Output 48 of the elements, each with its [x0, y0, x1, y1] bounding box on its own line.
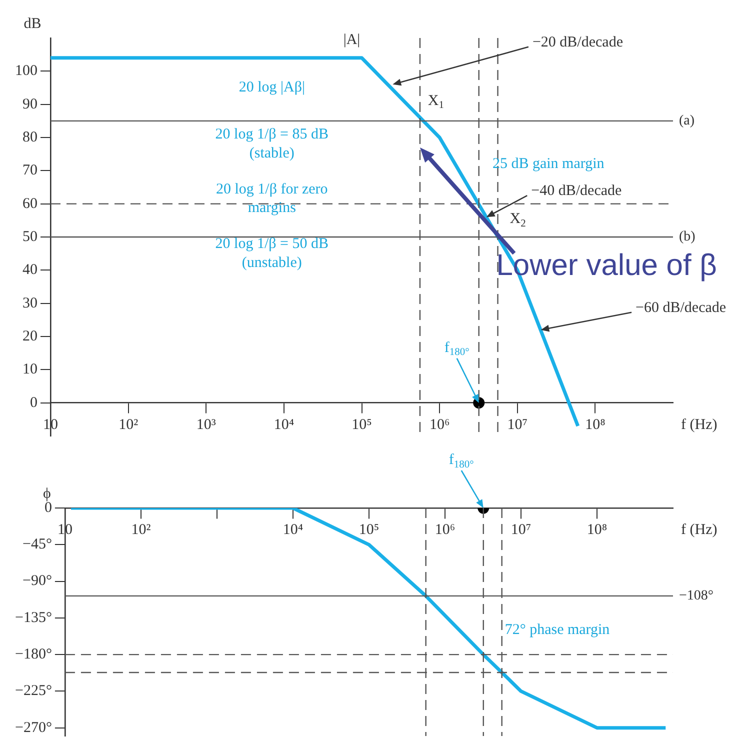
ref-line-label: (a): [679, 114, 695, 129]
y-tick-label: 40: [22, 262, 38, 278]
y-tick-label: 100: [15, 63, 38, 80]
ref-line-label: (b): [679, 230, 696, 245]
y-tick-label: −45°: [22, 536, 52, 553]
x-tick-label: 10⁶: [434, 522, 456, 538]
y-tick-label: 60: [22, 196, 38, 212]
y-tick-label: 30: [22, 295, 38, 312]
y-tick-label: −90°: [22, 573, 52, 590]
annotation: 20 log 1/β = 50 dB (unstable): [215, 236, 328, 271]
y-tick-label: 0: [30, 394, 38, 411]
x-tick-label: 10⁴: [282, 522, 304, 538]
y-tick-label: 70: [22, 162, 38, 179]
ref-line-label: −108°: [679, 588, 714, 604]
annotation: 20 log 1/β for zero margins: [216, 181, 328, 216]
y-tick-label: 20: [22, 328, 38, 344]
x-tick-label: 10⁷: [507, 416, 528, 433]
y-tick-label: −225°: [14, 683, 52, 700]
y-tick-label: 10: [22, 362, 38, 378]
x-tick-label: 10⁵: [352, 416, 372, 433]
x-tick-label: 10⁶: [429, 416, 450, 433]
y-axis-title: ϕ: [43, 486, 52, 502]
annotation: 25 dB gain margin: [492, 156, 605, 172]
annotation: 20 log 1/β = 85 dB (stable): [215, 126, 328, 162]
x-tick-label: 10²: [118, 416, 139, 433]
annotation: −60 dB/decade: [636, 300, 726, 316]
x-tick-label: 10²: [131, 522, 152, 538]
x-axis-title: f (Hz): [681, 522, 718, 538]
x-tick-label: 10³: [196, 416, 216, 433]
annotation: −20 dB/decade: [532, 34, 624, 50]
y-tick-label: −270°: [14, 720, 52, 736]
y-tick-label: 0: [44, 500, 52, 516]
annotation: 72° phase margin: [504, 622, 610, 638]
annotation: 20 log |Aβ|: [238, 80, 305, 96]
y-tick-label: 50: [22, 228, 38, 245]
y-tick-label: −135°: [14, 610, 52, 626]
x-tick-label: 10⁵: [358, 522, 380, 538]
y-tick-label: −180°: [14, 646, 52, 663]
annotation: −40 dB/decade: [531, 183, 622, 200]
y-tick-label: 90: [22, 96, 38, 112]
x-tick-label: 10⁸: [585, 416, 606, 433]
y-axis-title: dB: [24, 16, 42, 32]
y-tick-label: 80: [22, 129, 38, 146]
x-axis-title: f (Hz): [681, 416, 718, 433]
x-tick-label: 10⁴: [274, 416, 294, 433]
x-tick-label: 10⁸: [586, 522, 608, 538]
x-tick-label: 10⁷: [510, 522, 532, 538]
annotation: |A|: [343, 32, 360, 48]
